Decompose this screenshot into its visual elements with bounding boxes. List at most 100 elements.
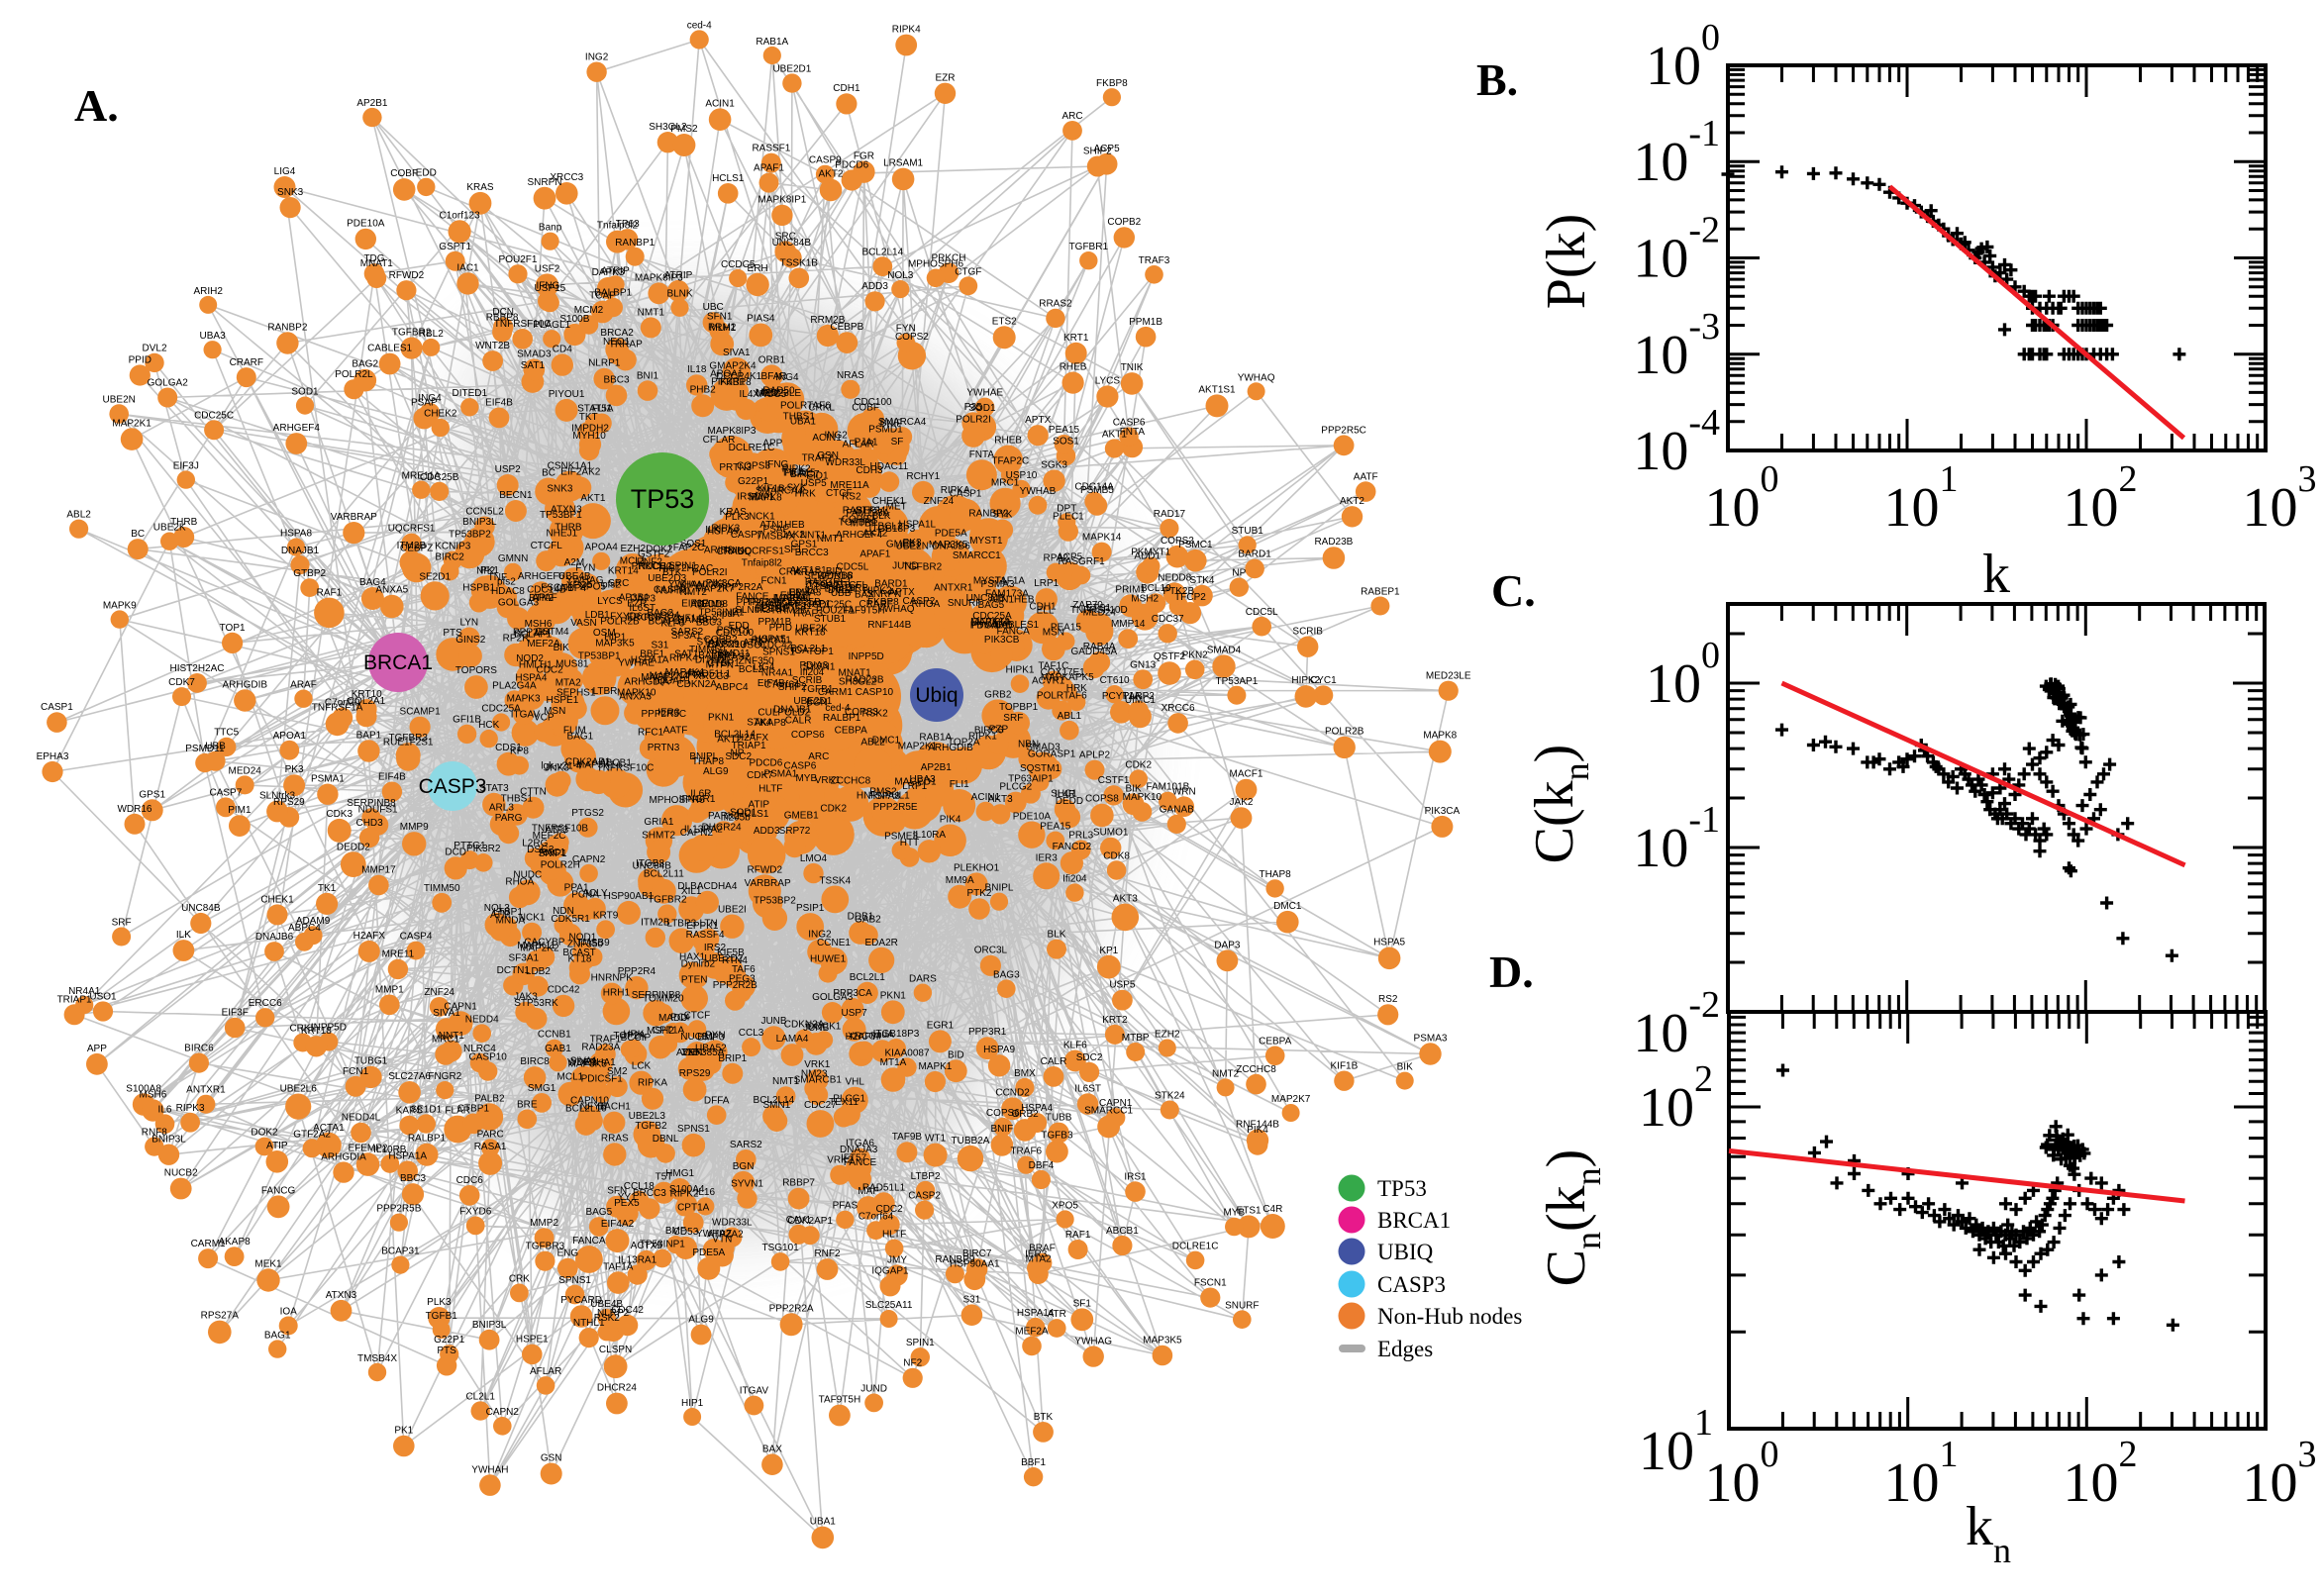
- svg-text:HSPA1A: HSPA1A: [631, 654, 669, 665]
- svg-text:ITM2B: ITM2B: [397, 541, 427, 551]
- svg-text:HNRNPUL1: HNRNPUL1: [857, 791, 910, 802]
- svg-text:SH3GL2: SH3GL2: [649, 122, 687, 133]
- svg-text:MACF1: MACF1: [1230, 769, 1263, 780]
- svg-text:MED23LE: MED23LE: [757, 388, 802, 399]
- svg-text:IFT57: IFT57: [841, 1152, 867, 1163]
- svg-text:CDC14B: CDC14B: [527, 584, 566, 595]
- svg-text:ACP5: ACP5: [1094, 144, 1121, 154]
- svg-text:ATM: ATM: [743, 638, 762, 648]
- svg-text:TP53INP1: TP53INP1: [640, 1240, 686, 1250]
- svg-text:ARC: ARC: [1061, 111, 1082, 122]
- svg-text:EZH2: EZH2: [1155, 1030, 1180, 1041]
- svg-text:RSK2: RSK2: [594, 1313, 621, 1324]
- svg-text:USO1: USO1: [89, 991, 117, 1002]
- svg-text:ALG9: ALG9: [703, 766, 729, 777]
- svg-text:KLF6: KLF6: [1063, 1041, 1087, 1051]
- svg-text:YWHAG: YWHAG: [1074, 1336, 1112, 1347]
- svg-text:DCLRE1C: DCLRE1C: [729, 443, 775, 453]
- svg-text:FLAR: FLAR: [445, 1106, 470, 1117]
- svg-text:ARHGDIA: ARHGDIA: [321, 1151, 366, 1162]
- svg-text:10-4: 10-4: [1633, 402, 1720, 482]
- svg-text:HCLS1: HCLS1: [737, 809, 769, 820]
- svg-text:RSK2: RSK2: [862, 708, 889, 719]
- svg-text:PTS: PTS: [443, 628, 462, 639]
- svg-text:Non-Hub nodes: Non-Hub nodes: [1377, 1304, 1522, 1329]
- svg-text:YWHAE: YWHAE: [618, 658, 655, 669]
- svg-text:NMT2: NMT2: [680, 587, 708, 598]
- svg-text:BAG1: BAG1: [264, 1330, 291, 1341]
- svg-text:SIVA1: SIVA1: [433, 1008, 460, 1019]
- svg-text:PDCD6: PDCD6: [835, 159, 868, 170]
- svg-text:BCL2L11: BCL2L11: [644, 869, 684, 880]
- svg-text:TP63AIP1: TP63AIP1: [747, 597, 792, 608]
- svg-text:BIRC6: BIRC6: [184, 1043, 214, 1053]
- svg-text:TKT: TKT: [579, 412, 598, 423]
- svg-text:NR4A1: NR4A1: [761, 668, 794, 679]
- svg-text:RNF8: RNF8: [142, 1127, 168, 1138]
- svg-text:PIK3CB: PIK3CB: [984, 635, 1020, 646]
- svg-text:IFNG: IFNG: [764, 459, 788, 470]
- svg-text:LYCS: LYCS: [597, 596, 623, 607]
- svg-text:XRCC5: XRCC5: [753, 389, 786, 400]
- svg-text:CDC42: CDC42: [760, 640, 793, 650]
- svg-text:USP10: USP10: [1006, 470, 1038, 481]
- svg-text:BMX: BMX: [1014, 1068, 1036, 1079]
- svg-text:ACLY: ACLY: [582, 888, 608, 899]
- svg-text:RHEB: RHEB: [994, 436, 1022, 447]
- svg-text:PTGS2: PTGS2: [571, 808, 604, 819]
- svg-text:SMAD3: SMAD3: [1026, 743, 1060, 753]
- svg-text:MSH6: MSH6: [140, 1089, 167, 1100]
- svg-text:APP: APP: [762, 439, 782, 449]
- svg-text:CAPN1: CAPN1: [444, 1001, 477, 1012]
- svg-text:GRB2: GRB2: [1011, 1109, 1039, 1120]
- svg-text:CASP1: CASP1: [41, 702, 73, 713]
- svg-text:SYK: SYK: [787, 482, 807, 493]
- svg-text:CCL3: CCL3: [739, 1028, 764, 1039]
- svg-text:CDC42: CDC42: [611, 1305, 644, 1316]
- svg-text:PRTN3: PRTN3: [719, 462, 752, 473]
- svg-text:NLRC4: NLRC4: [463, 1044, 496, 1054]
- svg-text:GSTM4: GSTM4: [535, 627, 569, 638]
- svg-text:DOCK1: DOCK1: [807, 1021, 842, 1032]
- svg-text:PPP2R4: PPP2R4: [513, 628, 552, 639]
- svg-text:CDK5R1: CDK5R1: [551, 914, 590, 925]
- svg-text:SMARCC1: SMARCC1: [953, 550, 1001, 561]
- svg-text:RIPK2: RIPK2: [782, 464, 811, 475]
- svg-text:MAP3K5: MAP3K5: [595, 638, 635, 648]
- svg-text:MYST1: MYST1: [969, 536, 1003, 547]
- svg-text:CEBPZ: CEBPZ: [400, 544, 433, 554]
- svg-text:DPT: DPT: [1057, 503, 1076, 514]
- svg-text:FAM173A: FAM173A: [985, 588, 1029, 599]
- svg-text:TOMM20: TOMM20: [643, 994, 684, 1005]
- svg-text:TOPORS: TOPORS: [455, 665, 497, 676]
- svg-text:AKT2: AKT2: [1340, 496, 1364, 507]
- svg-text:WT1: WT1: [925, 1134, 947, 1145]
- svg-text:HUWE1: HUWE1: [810, 954, 847, 965]
- svg-text:TP53BP2: TP53BP2: [754, 896, 796, 907]
- svg-text:APTX: APTX: [889, 587, 915, 598]
- svg-text:S31: S31: [963, 1294, 981, 1305]
- svg-text:MM9A: MM9A: [946, 875, 974, 886]
- svg-text:POLR2B: POLR2B: [600, 617, 640, 628]
- svg-text:RRAS2: RRAS2: [1039, 299, 1072, 310]
- svg-text:GINS2: GINS2: [455, 635, 485, 646]
- svg-text:SNIP1: SNIP1: [539, 848, 567, 859]
- svg-text:CTGF: CTGF: [761, 604, 788, 615]
- svg-text:KLF6: KLF6: [660, 619, 684, 630]
- svg-text:RRM2B: RRM2B: [772, 605, 807, 616]
- svg-text:LTBP1: LTBP1: [493, 907, 523, 918]
- svg-text:PTK2B: PTK2B: [1162, 586, 1194, 597]
- svg-text:CDC25B: CDC25B: [781, 597, 821, 608]
- svg-text:TOP2A: TOP2A: [613, 1031, 646, 1042]
- svg-text:EIF3F: EIF3F: [681, 599, 708, 610]
- svg-text:LIG4: LIG4: [754, 662, 775, 673]
- svg-text:ETS1: ETS1: [1237, 1205, 1262, 1216]
- svg-text:EZR: EZR: [936, 73, 956, 84]
- svg-text:DCD: DCD: [445, 847, 466, 857]
- svg-text:ADAM9: ADAM9: [690, 600, 725, 611]
- svg-text:CEBPB: CEBPB: [830, 322, 863, 333]
- svg-text:101: 101: [1639, 1402, 1713, 1482]
- svg-text:RASSF4: RASSF4: [686, 930, 725, 941]
- svg-text:BIRC2: BIRC2: [435, 551, 464, 562]
- svg-text:KRT2: KRT2: [1102, 1015, 1128, 1026]
